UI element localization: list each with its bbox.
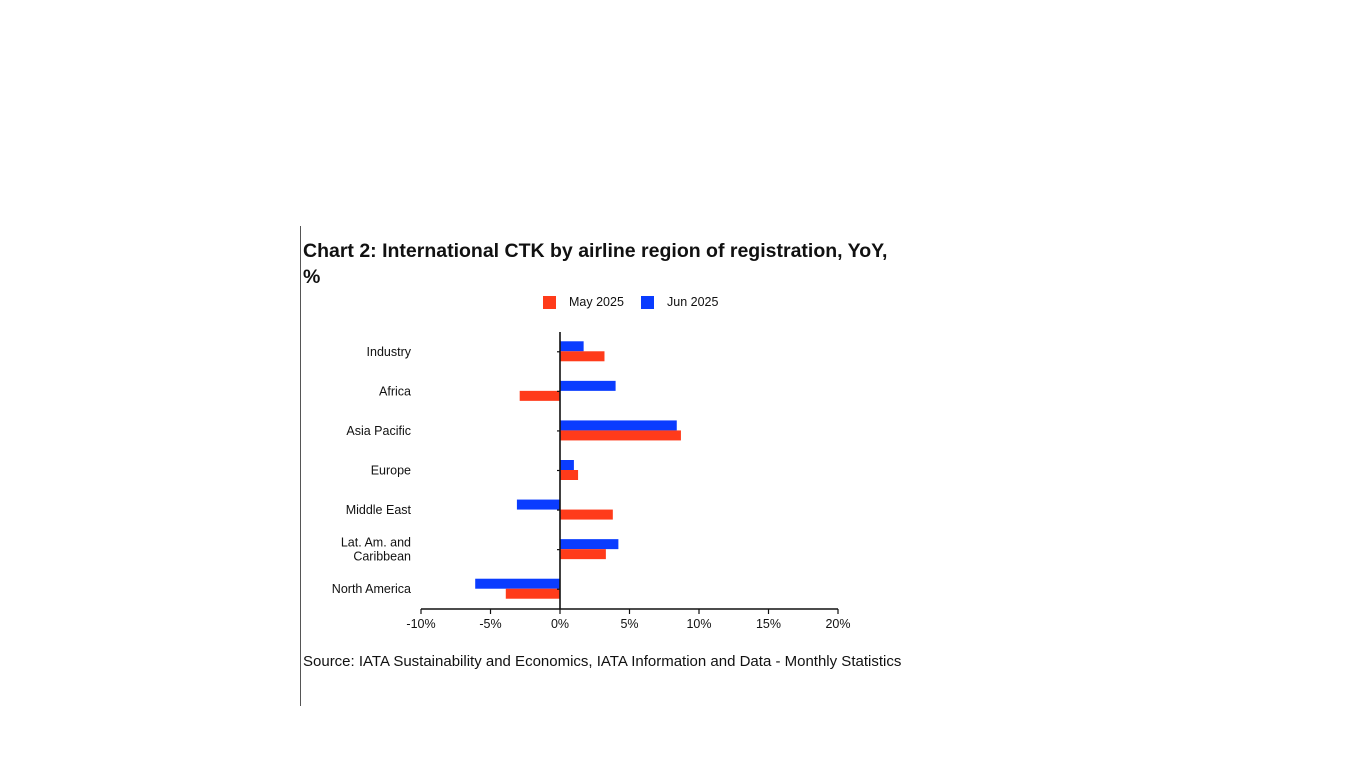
- bar: [560, 470, 579, 480]
- chart-title: Chart 2: International CTK by airline re…: [303, 240, 888, 288]
- bar: [560, 420, 677, 431]
- legend-label: Jun 2025: [667, 295, 718, 309]
- x-tick-label: 20%: [825, 617, 850, 631]
- bar: [516, 499, 560, 510]
- bar-group: [475, 341, 681, 599]
- bar: [475, 578, 560, 589]
- x-tick-label: -10%: [406, 617, 435, 631]
- x-tick-label: 10%: [686, 617, 711, 631]
- bar: [560, 430, 681, 441]
- category-label: Asia Pacific: [346, 424, 411, 438]
- legend-swatch: [641, 296, 654, 309]
- chart-legend: May 2025 Jun 2025: [543, 295, 718, 309]
- category-label: Africa: [379, 384, 411, 398]
- bar: [560, 509, 613, 520]
- category-label: North America: [332, 582, 411, 596]
- bar: [560, 549, 606, 560]
- bar: [505, 588, 560, 599]
- category-label: Caribbean: [353, 550, 411, 564]
- x-tick-label: -5%: [479, 617, 501, 631]
- bar: [560, 380, 616, 391]
- bar: [560, 460, 574, 470]
- x-tick-label: 0%: [551, 617, 569, 631]
- left-border-rule: [300, 226, 301, 706]
- bar: [560, 341, 584, 352]
- chart-axes: -10% -5% 0% 5% 10% 15% 20%: [406, 332, 851, 631]
- bar: [560, 351, 605, 362]
- source-note: Source: IATA Sustainability and Economic…: [303, 653, 902, 670]
- category-label: Europe: [371, 464, 411, 478]
- category-label: Middle East: [346, 503, 412, 517]
- bar: [560, 539, 619, 550]
- legend-label: May 2025: [569, 295, 624, 309]
- category-label: Industry: [367, 345, 412, 359]
- x-tick-label: 5%: [620, 617, 638, 631]
- bar: [519, 390, 560, 401]
- legend-swatch: [543, 296, 556, 309]
- category-labels: Industry Africa Asia Pacific Europe Middle E…: [332, 345, 412, 596]
- x-tick-label: 15%: [756, 617, 781, 631]
- category-label: Lat. Am. and: [341, 536, 411, 550]
